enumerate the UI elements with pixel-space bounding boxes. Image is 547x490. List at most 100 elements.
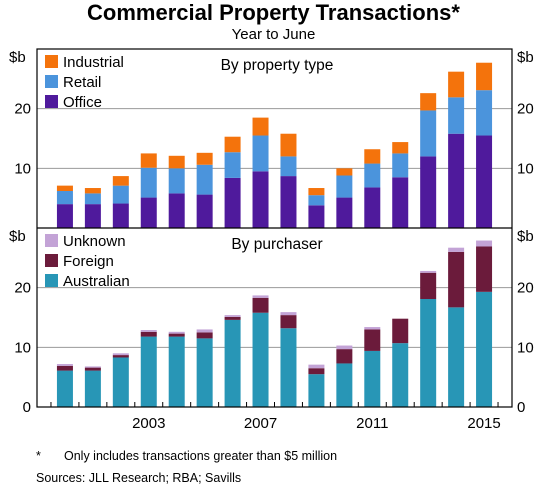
y-tick-label-right: 10 <box>517 160 534 177</box>
y-tick-label-left: 10 <box>14 339 31 356</box>
panel-title: By property type <box>221 57 334 74</box>
legend-swatch-foreign <box>45 254 58 267</box>
y-tick-label-right: 10 <box>517 339 534 356</box>
bar-foreign-2015 <box>476 246 493 292</box>
bar-industrial-2009 <box>308 188 325 196</box>
x-tick-label: 2011 <box>356 415 388 432</box>
bar-foreign-2002 <box>112 355 129 358</box>
bar-foreign-2004 <box>168 333 185 337</box>
bar-australian-2011 <box>364 350 381 407</box>
bar-office-2007 <box>252 171 269 228</box>
bar-foreign-2007 <box>252 297 269 313</box>
bar-industrial-2014 <box>448 71 465 98</box>
bar-unknown-2001 <box>84 366 101 368</box>
chart-subtitle: Year to June <box>231 26 316 43</box>
bar-australian-2008 <box>280 328 297 407</box>
bar-industrial-2004 <box>168 155 185 169</box>
bar-retail-2001 <box>84 193 101 205</box>
bar-retail-2002 <box>112 185 129 204</box>
bar-retail-2014 <box>448 97 465 134</box>
chart-title: Commercial Property Transactions* <box>87 0 460 25</box>
y-unit-label-right: $b <box>517 49 534 66</box>
y-unit-label-left: $b <box>9 228 26 245</box>
bar-unknown-2004 <box>168 331 185 334</box>
legend-label-retail: Retail <box>63 74 101 91</box>
bar-office-2001 <box>84 204 101 228</box>
bar-unknown-2011 <box>364 327 381 330</box>
legend-swatch-unknown <box>45 234 58 247</box>
bar-australian-2009 <box>308 374 325 407</box>
bar-foreign-2013 <box>420 272 437 300</box>
legend-label-australian: Australian <box>63 273 130 290</box>
bar-office-2000 <box>56 204 73 228</box>
legend-swatch-retail <box>45 75 58 88</box>
bar-industrial-2007 <box>252 117 269 136</box>
bar-unknown-2015 <box>476 240 493 247</box>
bar-industrial-2002 <box>112 176 129 186</box>
bar-industrial-2011 <box>364 149 381 164</box>
bar-australian-2013 <box>420 299 437 407</box>
bar-foreign-2000 <box>56 365 73 371</box>
bar-industrial-2001 <box>84 188 101 194</box>
bar-foreign-2012 <box>392 318 409 344</box>
bar-retail-2003 <box>140 167 157 198</box>
panel-title: By purchaser <box>231 236 322 253</box>
bar-unknown-2007 <box>252 295 269 298</box>
bar-australian-2015 <box>476 291 493 407</box>
x-tick-label: 2007 <box>244 415 277 432</box>
bar-office-2013 <box>420 156 437 228</box>
bar-foreign-2008 <box>280 315 297 329</box>
bar-retail-2000 <box>56 191 73 205</box>
bar-office-2006 <box>224 177 241 228</box>
bar-foreign-2011 <box>364 329 381 351</box>
legend-label-office: Office <box>63 94 102 111</box>
legend-label-industrial: Industrial <box>63 54 124 71</box>
bar-office-2009 <box>308 205 325 228</box>
bar-retail-2005 <box>196 164 213 195</box>
sources-note: Sources: JLL Research; RBA; Savills <box>36 471 242 485</box>
bar-industrial-2005 <box>196 152 213 165</box>
bar-australian-2003 <box>140 336 157 407</box>
bar-australian-2005 <box>196 338 213 407</box>
y-tick-label-right: 20 <box>517 280 534 297</box>
y-unit-label-right: $b <box>517 228 534 245</box>
bar-retail-2015 <box>476 90 493 136</box>
bar-unknown-2000 <box>56 364 73 366</box>
y-tick-label-left: 0 <box>23 399 31 416</box>
bar-retail-2007 <box>252 135 269 172</box>
bar-unknown-2002 <box>112 353 129 356</box>
bar-foreign-2001 <box>84 367 101 371</box>
bar-unknown-2008 <box>280 312 297 316</box>
bar-industrial-2008 <box>280 133 297 157</box>
bar-industrial-2013 <box>420 93 437 111</box>
bar-unknown-2003 <box>140 330 157 332</box>
bar-industrial-2012 <box>392 142 409 154</box>
x-tick-label: 2003 <box>132 415 165 432</box>
bar-unknown-2010 <box>336 345 353 350</box>
bar-unknown-2013 <box>420 270 437 273</box>
bar-office-2015 <box>476 135 493 228</box>
bar-office-2011 <box>364 187 381 228</box>
bar-australian-2002 <box>112 357 129 407</box>
bar-office-2012 <box>392 177 409 228</box>
bar-retail-2010 <box>336 175 353 198</box>
bar-industrial-2003 <box>140 153 157 168</box>
bar-foreign-2003 <box>140 331 157 337</box>
bar-foreign-2014 <box>448 251 465 308</box>
bar-australian-2000 <box>56 370 73 407</box>
bar-retail-2013 <box>420 110 437 157</box>
bar-foreign-2010 <box>336 349 353 364</box>
bar-australian-2014 <box>448 307 465 407</box>
bar-office-2005 <box>196 194 213 228</box>
x-tick-label: 2015 <box>467 415 500 432</box>
bar-industrial-2015 <box>476 62 493 91</box>
y-unit-label-left: $b <box>9 49 26 66</box>
bar-australian-2004 <box>168 336 185 407</box>
bar-australian-2007 <box>252 312 269 407</box>
bar-australian-2001 <box>84 370 101 407</box>
bar-retail-2006 <box>224 152 241 178</box>
y-tick-label-right: 0 <box>517 399 525 416</box>
bar-office-2010 <box>336 197 353 228</box>
bar-office-2003 <box>140 197 157 228</box>
y-tick-label-left: 20 <box>14 280 31 297</box>
